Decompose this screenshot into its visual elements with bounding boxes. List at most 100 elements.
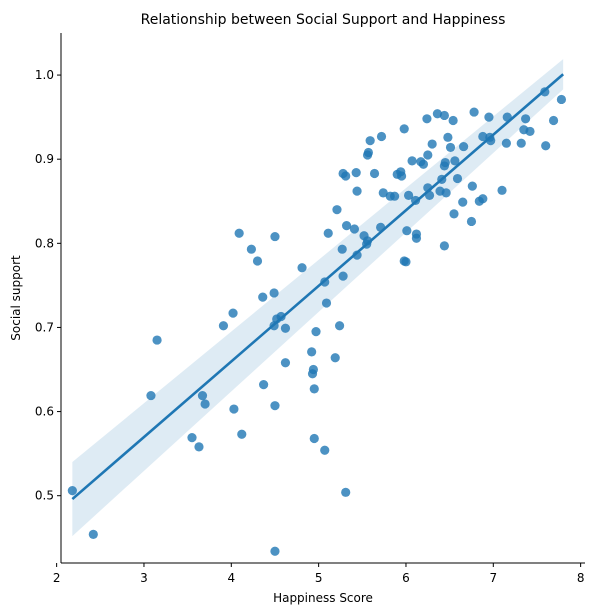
data-point [397,171,407,181]
data-point [252,256,263,266]
y-tick-label: 0.5 [35,489,54,503]
data-point [259,380,269,390]
x-axis-ticks: 2 3 4 5 6 7 8 [53,563,585,585]
data-point [541,141,551,151]
data-point [521,114,531,124]
data-point [309,433,319,444]
data-point [452,173,463,184]
data-point [270,231,280,242]
data-point [323,228,333,238]
data-point [402,226,412,236]
data-point [422,114,432,124]
data-point [237,429,247,439]
data-point [445,142,456,153]
data-point [469,107,479,117]
data-point [194,442,204,452]
data-point [341,171,351,181]
data-point [427,139,437,149]
data-point [478,194,488,204]
data-point [228,308,238,318]
data-point [218,321,229,331]
data-point [200,399,210,409]
data-point [484,112,494,122]
data-point [401,257,411,267]
data-point [432,109,443,119]
data-point [321,298,332,308]
data-point [458,197,468,207]
data-point [146,390,156,401]
data-point [337,244,347,254]
data-point [369,168,380,179]
data-point [280,358,291,368]
regression-confidence-band [72,59,564,537]
data-point [307,347,317,357]
regression-line [71,73,565,501]
data-point [403,190,414,200]
data-point [351,168,361,178]
data-point [443,132,453,142]
data-point [234,228,244,238]
y-axis-ticks: 0.5 0.6 0.7 0.8 0.9 1.0 [35,68,61,503]
data-point [467,181,477,191]
data-point [258,292,268,302]
data-point [439,241,449,251]
data-point [320,445,330,455]
data-point [459,141,469,152]
x-tick-label: 3 [140,571,148,585]
data-point [280,323,291,333]
x-tick-label: 4 [227,571,235,585]
data-point [152,335,162,345]
y-tick-label: 1.0 [35,68,54,82]
data-point [269,288,279,298]
data-point [376,131,387,142]
data-point [390,191,400,201]
data-point [440,157,450,168]
data-point [497,185,507,195]
data-point [246,244,256,254]
data-point [466,216,477,227]
data-point [525,126,535,137]
data-point [378,188,388,198]
data-point [229,404,239,414]
data-point [516,138,526,148]
data-point [423,150,433,160]
y-tick-label: 0.6 [35,405,54,419]
data-point [365,136,375,146]
data-point [418,159,429,169]
chart-title: Relationship between Social Support and … [141,12,506,28]
y-tick-label: 0.8 [35,236,54,250]
data-point [441,188,451,198]
data-point [448,115,458,126]
y-tick-label: 0.9 [35,152,54,166]
y-axis-label: Social support [9,255,23,341]
x-axis-label: Happiness Score [273,591,373,605]
data-point [270,546,280,556]
x-tick-label: 2 [53,571,61,585]
data-point [311,327,321,337]
data-point [478,131,488,142]
data-point [67,486,77,496]
x-tick-label: 8 [577,571,585,585]
data-point [88,529,98,539]
data-point [338,271,348,281]
data-point [334,321,345,331]
data-point [270,401,280,411]
data-point [450,156,460,166]
data-point [309,384,319,394]
data-point [407,156,417,166]
data-point [308,364,318,375]
data-point [363,147,374,158]
data-point [197,390,208,401]
y-tick-label: 0.7 [35,320,54,334]
data-point [548,115,559,126]
data-point [330,353,340,363]
data-point [297,263,307,273]
data-point [349,224,360,234]
plot-area [67,59,567,556]
data-point [332,205,342,215]
x-tick-label: 6 [402,571,410,585]
data-point [341,487,351,497]
data-point [439,110,449,121]
data-point [352,250,362,260]
